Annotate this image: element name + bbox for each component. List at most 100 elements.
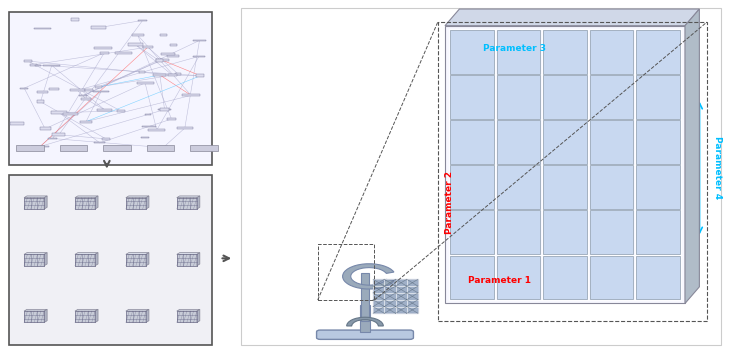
Bar [193,40,206,41]
FancyBboxPatch shape [450,165,493,209]
FancyBboxPatch shape [126,198,146,209]
Polygon shape [75,253,98,254]
FancyBboxPatch shape [24,198,45,209]
Bar [137,82,153,84]
Bar [103,145,131,151]
Bar [128,43,143,46]
FancyBboxPatch shape [177,198,197,209]
FancyBboxPatch shape [590,120,634,164]
FancyBboxPatch shape [317,330,413,339]
FancyBboxPatch shape [637,75,680,119]
Bar [115,52,132,55]
FancyBboxPatch shape [450,75,493,119]
Bar [168,74,177,76]
Polygon shape [126,309,149,311]
FancyBboxPatch shape [543,256,587,299]
FancyBboxPatch shape [496,256,540,299]
Polygon shape [95,196,98,209]
FancyBboxPatch shape [543,210,587,254]
FancyBboxPatch shape [242,8,721,345]
Bar [70,89,85,91]
FancyBboxPatch shape [450,30,493,74]
Polygon shape [685,9,699,303]
Polygon shape [146,309,149,322]
Bar [48,138,58,139]
Bar [143,47,153,48]
Bar [360,304,370,332]
FancyBboxPatch shape [177,254,197,266]
FancyBboxPatch shape [75,254,95,266]
FancyBboxPatch shape [590,30,634,74]
Bar [43,65,61,66]
FancyBboxPatch shape [361,273,369,321]
FancyBboxPatch shape [543,165,587,209]
Polygon shape [146,253,149,266]
Bar [96,86,102,88]
Bar [60,145,87,151]
Polygon shape [126,196,149,198]
FancyBboxPatch shape [373,279,418,313]
Bar [81,98,91,100]
FancyBboxPatch shape [177,311,197,322]
FancyBboxPatch shape [543,120,587,164]
Bar [196,75,204,77]
Polygon shape [177,253,200,254]
Bar [145,114,151,116]
Bar [36,91,48,93]
Polygon shape [197,309,200,322]
Bar [93,91,109,92]
FancyBboxPatch shape [590,75,634,119]
Wedge shape [342,264,394,289]
FancyBboxPatch shape [637,256,680,299]
FancyBboxPatch shape [496,210,540,254]
Polygon shape [126,253,149,254]
Bar [139,71,145,73]
FancyBboxPatch shape [637,120,680,164]
FancyBboxPatch shape [75,311,95,322]
Bar [155,59,169,61]
FancyBboxPatch shape [126,311,146,322]
Text: Parameter 1: Parameter 1 [468,276,531,285]
Bar [10,122,24,125]
FancyBboxPatch shape [24,311,45,322]
Bar [155,60,163,62]
FancyBboxPatch shape [9,175,212,345]
Polygon shape [24,253,47,254]
Bar [16,145,44,151]
Bar [139,20,147,21]
Bar [142,137,149,138]
Bar [177,127,193,129]
FancyBboxPatch shape [9,12,212,164]
FancyBboxPatch shape [590,256,634,299]
FancyBboxPatch shape [450,120,493,164]
FancyBboxPatch shape [496,120,540,164]
Polygon shape [75,196,98,198]
FancyBboxPatch shape [637,210,680,254]
Bar [438,22,707,321]
Bar [148,129,165,131]
Bar [34,28,51,29]
Polygon shape [177,309,200,311]
Bar [160,108,169,111]
FancyBboxPatch shape [450,210,493,254]
Polygon shape [95,309,98,322]
Polygon shape [197,196,200,209]
FancyBboxPatch shape [543,30,587,74]
Bar [147,145,174,151]
Bar [31,146,49,147]
Bar [51,111,67,114]
Bar [63,113,78,115]
Wedge shape [347,317,383,326]
Bar [175,73,182,75]
Bar [79,95,88,96]
Bar [94,142,105,144]
Bar [160,34,167,36]
FancyBboxPatch shape [590,210,634,254]
Polygon shape [177,196,200,198]
Polygon shape [75,309,98,311]
Bar [39,127,50,130]
Polygon shape [45,196,47,209]
Bar [102,138,109,140]
Bar [30,64,37,66]
Bar [20,88,28,89]
